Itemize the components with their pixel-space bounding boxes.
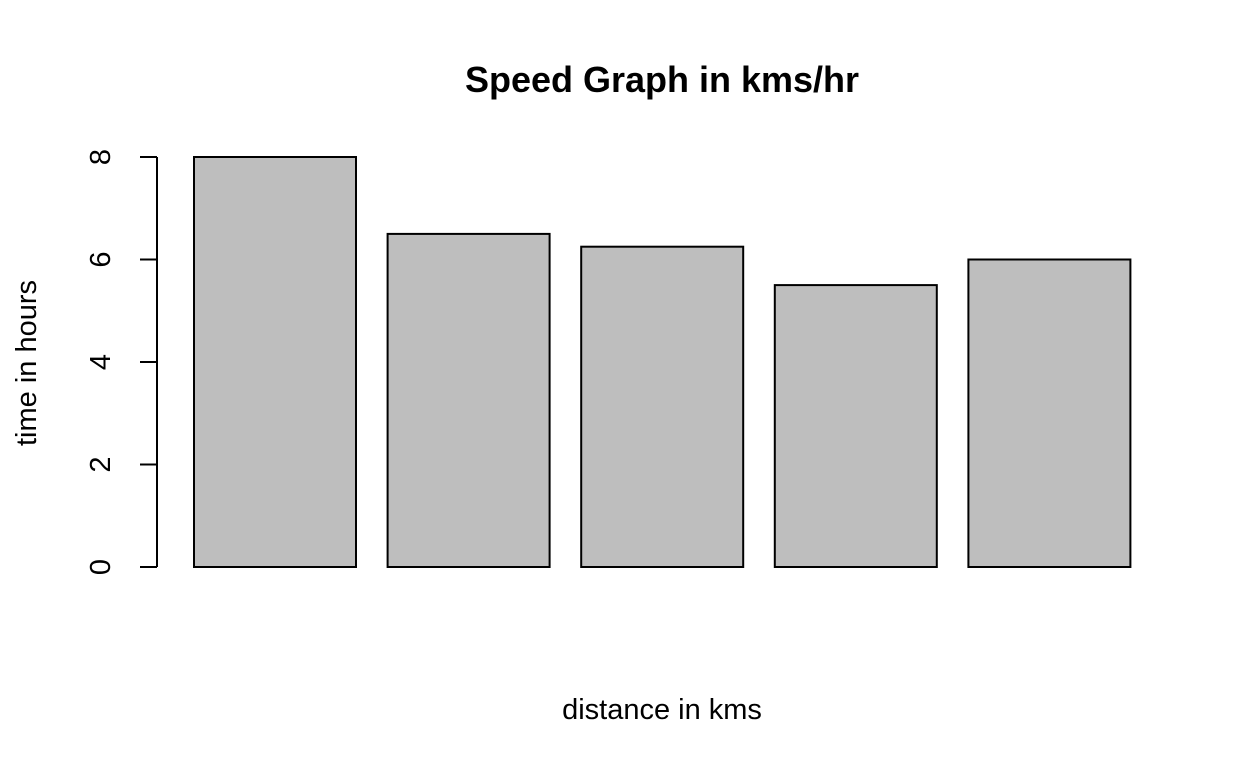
bar-3 — [580, 245, 745, 568]
y-tick-label: 0 — [85, 559, 117, 575]
y-tick-label: 2 — [85, 456, 117, 472]
y-axis: 0 2 4 6 8 — [85, 149, 158, 575]
bar-4 — [773, 284, 938, 568]
bar-2 — [386, 232, 551, 568]
bars-group — [193, 156, 1132, 568]
y-tick-label: 8 — [85, 149, 117, 165]
bar-5 — [967, 258, 1132, 568]
chart-title: Speed Graph in kms/hr — [465, 59, 859, 100]
bar-1 — [193, 156, 357, 568]
x-axis-label: distance in kms — [562, 694, 762, 726]
y-axis-label: time in hours — [11, 280, 43, 446]
y-tick-label: 6 — [85, 251, 117, 267]
y-tick-label: 4 — [85, 354, 117, 370]
